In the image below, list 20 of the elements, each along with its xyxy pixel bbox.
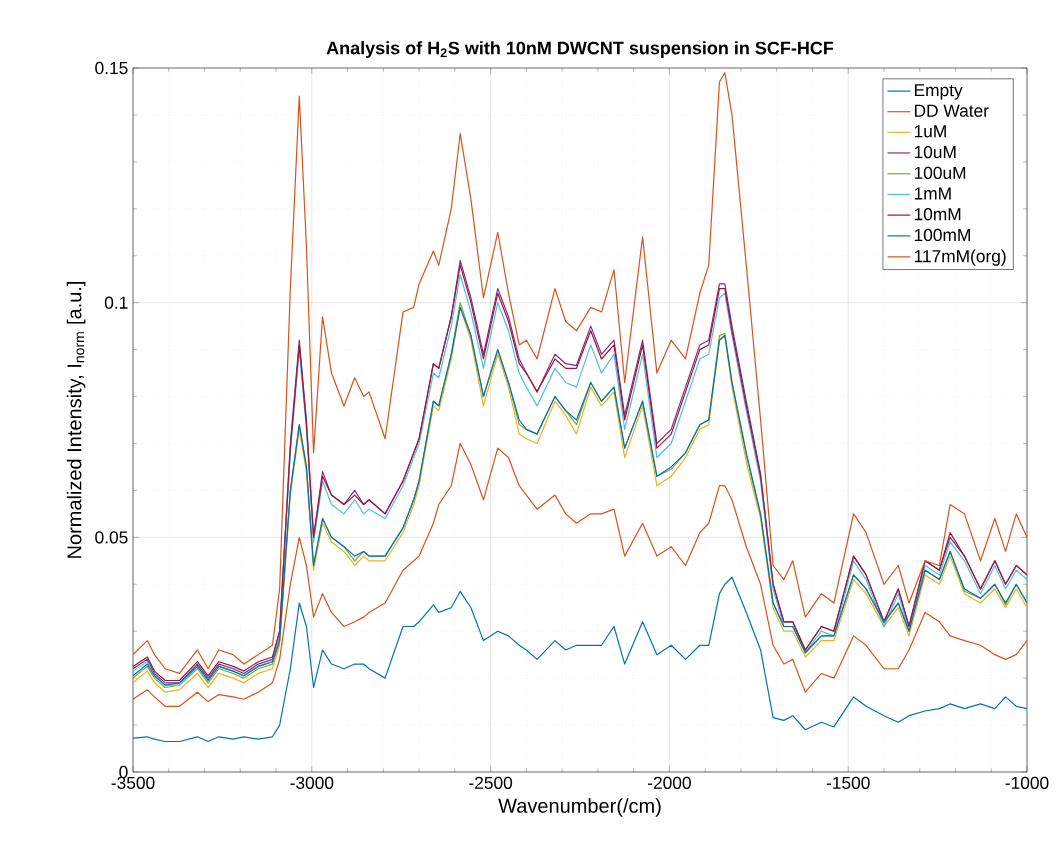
y-tick-label: 0.05 — [95, 531, 128, 544]
legend-label: 1uM — [914, 125, 946, 138]
y-axis-title: Normalized Intensity, I$_{norm}$ [a.u.] — [66, 281, 86, 558]
legend-label: Empty — [914, 84, 963, 100]
x-tick-label: -3000 — [290, 776, 334, 789]
legend-label: 10uM — [914, 145, 956, 159]
x-tick-label: -2000 — [648, 776, 691, 789]
y-tick-label: 0.1 — [104, 296, 128, 309]
x-axis-title: Wavenumber(/cm) — [498, 798, 661, 817]
legend-label: 100uM — [914, 166, 966, 179]
legend-label: 117mM(org) — [914, 249, 1006, 266]
x-tick-label: -2500 — [469, 776, 513, 789]
chart-title: Analysis of H$_{2}$S with 10nM DWCNT suspension in SCF-HCF — [326, 41, 834, 58]
legend-label: 1mM — [914, 187, 951, 200]
y-tick-label: 0.15 — [95, 61, 128, 75]
x-tick-label: -1000 — [1005, 776, 1049, 789]
legend-label: DD Water — [914, 104, 989, 117]
x-tick-label: -1500 — [826, 776, 870, 789]
legend-label: 100mM — [914, 228, 970, 242]
legend-label: 10mM — [914, 208, 961, 221]
